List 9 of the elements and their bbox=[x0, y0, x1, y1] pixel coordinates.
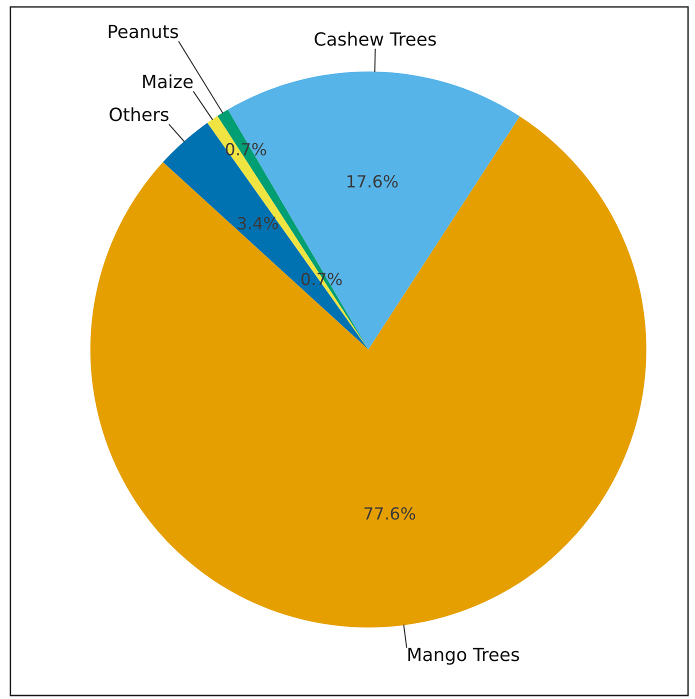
slice-label: Maize bbox=[143, 74, 193, 88]
data-label: 0.7% bbox=[226, 142, 266, 156]
slice-label: Mango Trees bbox=[408, 648, 520, 665]
data-label: 77.6% bbox=[364, 507, 416, 520]
data-label: 17.6% bbox=[348, 174, 398, 188]
data-label: 3.4% bbox=[238, 216, 278, 230]
slice-label: Cashew Trees bbox=[314, 32, 436, 46]
slice-label: Peanuts bbox=[108, 24, 178, 38]
slice-label: Others bbox=[110, 107, 168, 122]
